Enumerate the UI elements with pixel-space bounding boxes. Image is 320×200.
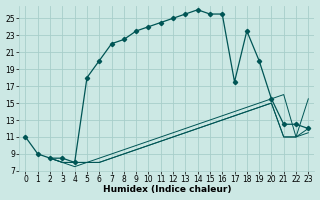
X-axis label: Humidex (Indice chaleur): Humidex (Indice chaleur) (103, 185, 231, 194)
